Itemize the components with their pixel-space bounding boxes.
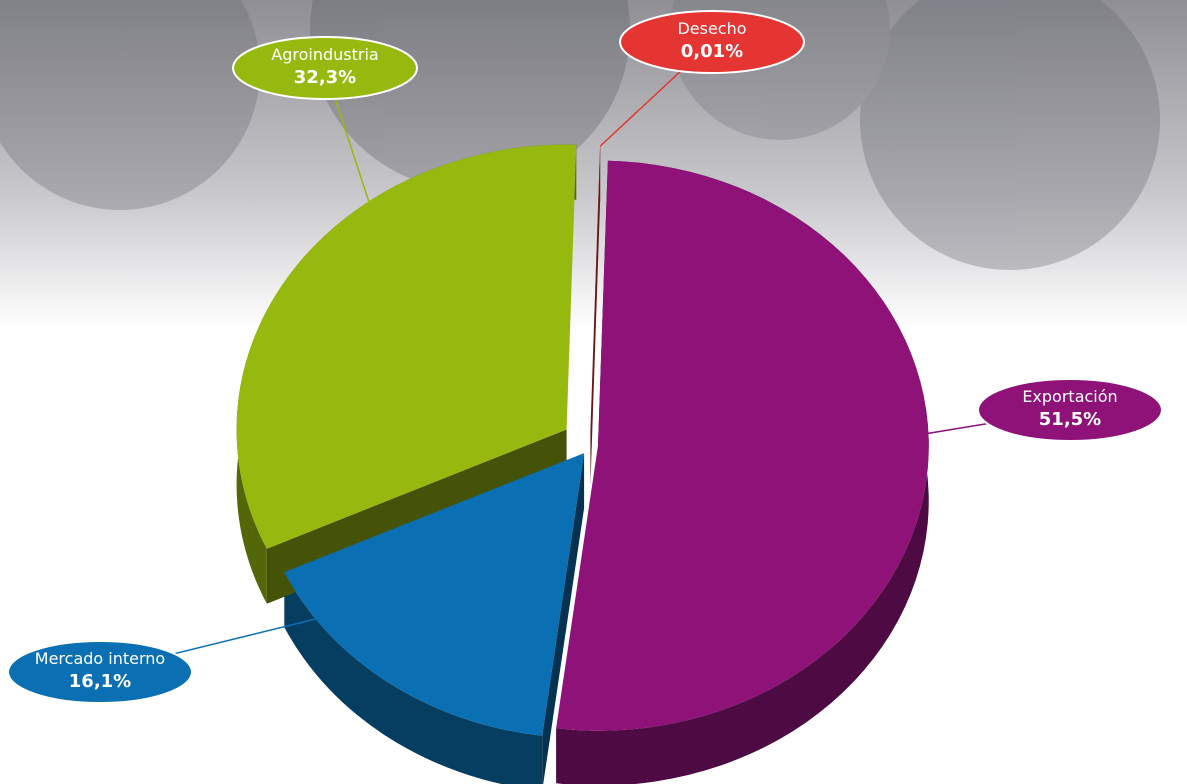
slice bbox=[236, 144, 577, 549]
slice bbox=[556, 160, 929, 731]
value-label: 51,5% bbox=[1039, 409, 1101, 430]
leader-line bbox=[324, 67, 416, 344]
label-pill bbox=[7, 640, 193, 704]
category-label: Exportación bbox=[1022, 387, 1117, 406]
label-pill bbox=[977, 378, 1163, 442]
category-label: Mercado interno bbox=[35, 649, 165, 668]
value-label: 16,1% bbox=[69, 671, 131, 692]
slice bbox=[590, 146, 601, 431]
slice bbox=[284, 453, 585, 736]
value-label: 32,3% bbox=[294, 67, 356, 88]
slice-cut bbox=[542, 453, 585, 784]
label-pill bbox=[619, 10, 805, 74]
value-label: 0,01% bbox=[681, 41, 743, 62]
label-pill bbox=[232, 36, 418, 100]
category-label: Agroindustria bbox=[271, 45, 378, 64]
slice-side bbox=[284, 572, 543, 784]
slice-cut bbox=[590, 146, 601, 486]
category-label: Desecho bbox=[677, 19, 746, 38]
